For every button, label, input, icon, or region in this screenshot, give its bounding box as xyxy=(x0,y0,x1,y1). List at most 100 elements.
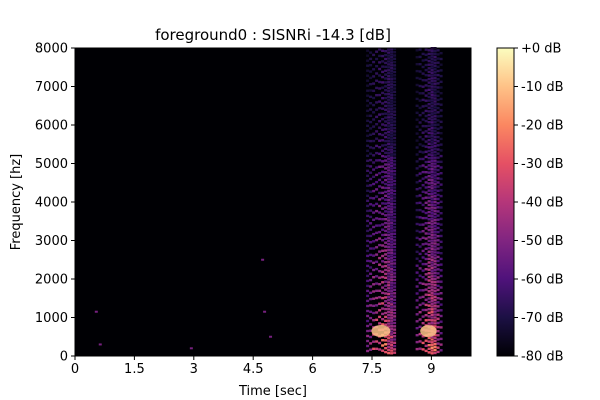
spectrogram-cell xyxy=(433,171,437,174)
spectrogram-cell xyxy=(384,272,388,276)
spectrogram-cell xyxy=(418,238,422,241)
spectrogram-cell xyxy=(390,94,394,97)
spectrogram-cell xyxy=(430,137,434,141)
spectrogram-cell xyxy=(439,86,443,89)
spectrogram-cell xyxy=(387,104,391,107)
spectrogram-cell xyxy=(372,254,376,257)
spectrogram-cell xyxy=(393,179,397,183)
spectrogram-cell xyxy=(384,257,388,260)
spectrogram-cell xyxy=(418,245,422,248)
spectrogram-cell xyxy=(424,298,428,301)
spectrogram-cell xyxy=(430,299,434,303)
spectrogram-cell xyxy=(436,309,440,312)
spectrogram-cell xyxy=(424,160,428,164)
spectrogram-cell xyxy=(375,144,379,148)
spectrogram-cell xyxy=(433,233,437,236)
spectrogram-cell xyxy=(375,195,379,198)
spectrogram-cell xyxy=(436,160,440,163)
spectrogram-cell xyxy=(439,292,443,295)
spectrogram-cell xyxy=(436,53,440,56)
spectrogram-cell xyxy=(439,177,443,181)
spectrogram-cell xyxy=(393,252,397,255)
colorbar-strip xyxy=(496,47,515,357)
spectrogram-cell xyxy=(372,168,376,171)
spectrogram-cell xyxy=(390,248,394,252)
spectrogram-cell xyxy=(387,181,391,184)
spectrogram-cell xyxy=(439,92,443,95)
spectrogram-cell xyxy=(436,239,440,242)
spectrogram-cell xyxy=(439,74,443,78)
spectrogram-cell xyxy=(427,250,431,253)
spectrogram-cell xyxy=(393,302,397,305)
spectrogram-cell xyxy=(415,299,419,302)
spectrogram-cell xyxy=(372,218,376,221)
spectrogram-cell xyxy=(427,85,431,88)
spectrogram-cell xyxy=(418,92,422,95)
spectrogram-cell xyxy=(418,172,422,175)
spectrogram-cell xyxy=(439,217,443,221)
spectrogram-cell xyxy=(433,230,437,233)
spectrogram-cell xyxy=(424,150,428,153)
spectrogram-cell xyxy=(427,336,431,340)
spectrogram-cell xyxy=(424,135,428,138)
spectrogram-cell xyxy=(436,334,440,337)
spectrogram-cell xyxy=(387,222,391,225)
spectrogram-cell xyxy=(433,277,437,281)
spectrogram-cell xyxy=(390,292,394,295)
spectrogram-cell xyxy=(390,123,394,127)
spectrogram-cell xyxy=(433,322,437,325)
spectrogram-cell xyxy=(387,225,391,228)
spectrogram-cell xyxy=(369,266,373,269)
spectrogram-cell xyxy=(418,325,422,328)
spectrogram-cell xyxy=(381,197,385,200)
spectrogram-cell xyxy=(424,48,428,51)
spectrogram-cell xyxy=(415,90,419,94)
spectrogram-cell xyxy=(430,79,434,83)
spectrogram-cell xyxy=(436,185,440,188)
spectrogram-cell xyxy=(381,75,385,79)
spectrogram-cell xyxy=(393,87,397,90)
spectrogram-cell xyxy=(372,197,376,200)
spectrogram-cell xyxy=(418,187,422,190)
spectrogram-cell xyxy=(433,195,437,198)
spectrogram-cell xyxy=(384,57,388,61)
spectrogram-cell xyxy=(436,61,440,64)
spectrogram-cell xyxy=(418,55,422,59)
spectrogram-cell xyxy=(390,246,394,249)
spectrogram-cell xyxy=(390,75,394,78)
spectrogram-cell xyxy=(427,189,431,192)
spectrogram-cell xyxy=(387,175,391,178)
spectrogram-cell xyxy=(384,61,388,65)
spectrogram-cell xyxy=(439,332,443,335)
spectrogram-cell xyxy=(393,325,397,328)
spectrogram-cell xyxy=(430,187,434,190)
spectrogram-cell xyxy=(387,151,391,154)
x-tick-label: 4.5 xyxy=(243,362,264,377)
x-axis-label: Time [sec] xyxy=(238,384,307,399)
colorbar-tick-label: -70 dB xyxy=(521,311,564,326)
spectrogram-cell xyxy=(369,203,373,206)
spectrogram-cell xyxy=(430,148,434,152)
spectrogram-cell xyxy=(378,159,382,162)
spectrogram-cell xyxy=(430,77,434,80)
spectrogram-cell xyxy=(372,283,376,286)
spectrogram-cell xyxy=(427,121,431,124)
spectrogram-cell xyxy=(387,290,391,293)
spectrogram-cell xyxy=(424,283,428,286)
spectrogram-cell xyxy=(384,112,388,115)
x-tick-label: 1.5 xyxy=(124,362,145,377)
spectrogram-cell xyxy=(418,296,422,299)
spectrogram-cell xyxy=(430,49,434,53)
spectrogram-cell xyxy=(427,182,431,185)
spectrogram-cell xyxy=(433,150,437,153)
spectrogram-cell xyxy=(430,231,434,234)
spectrogram-cell xyxy=(369,272,373,275)
spectrogram-cell xyxy=(393,255,397,259)
spectrogram-cell xyxy=(384,175,388,178)
y-tick-label: 1000 xyxy=(35,311,68,326)
spectrogram-cell xyxy=(424,171,428,174)
spectrogram-cell xyxy=(381,286,385,289)
spectrogram-cell xyxy=(421,59,425,62)
spectrogram-cell xyxy=(427,275,431,279)
noise-speckle xyxy=(98,343,102,346)
